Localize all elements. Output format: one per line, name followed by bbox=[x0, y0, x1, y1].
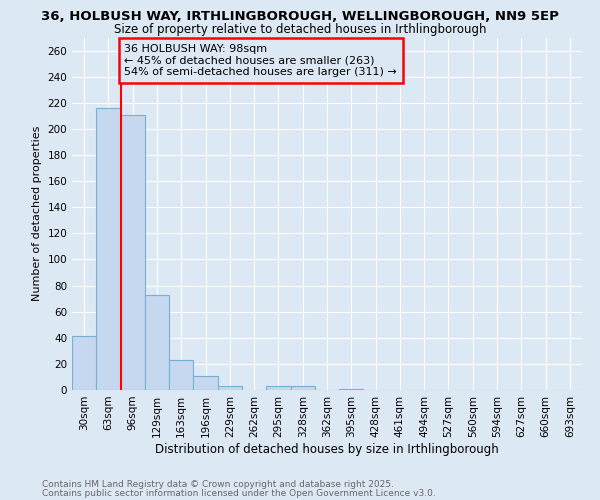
Bar bbox=[218, 386, 242, 390]
Bar bbox=[339, 388, 364, 390]
Bar bbox=[121, 114, 145, 390]
Bar bbox=[145, 294, 169, 390]
Bar bbox=[72, 336, 96, 390]
Y-axis label: Number of detached properties: Number of detached properties bbox=[32, 126, 42, 302]
Bar bbox=[169, 360, 193, 390]
X-axis label: Distribution of detached houses by size in Irthlingborough: Distribution of detached houses by size … bbox=[155, 442, 499, 456]
Bar bbox=[290, 386, 315, 390]
Text: Size of property relative to detached houses in Irthlingborough: Size of property relative to detached ho… bbox=[114, 22, 486, 36]
Bar bbox=[266, 386, 290, 390]
Bar bbox=[193, 376, 218, 390]
Text: 36 HOLBUSH WAY: 98sqm
← 45% of detached houses are smaller (263)
54% of semi-det: 36 HOLBUSH WAY: 98sqm ← 45% of detached … bbox=[124, 44, 397, 77]
Text: Contains HM Land Registry data © Crown copyright and database right 2025.: Contains HM Land Registry data © Crown c… bbox=[42, 480, 394, 489]
Bar bbox=[96, 108, 121, 390]
Text: 36, HOLBUSH WAY, IRTHLINGBOROUGH, WELLINGBOROUGH, NN9 5EP: 36, HOLBUSH WAY, IRTHLINGBOROUGH, WELLIN… bbox=[41, 10, 559, 23]
Text: Contains public sector information licensed under the Open Government Licence v3: Contains public sector information licen… bbox=[42, 488, 436, 498]
